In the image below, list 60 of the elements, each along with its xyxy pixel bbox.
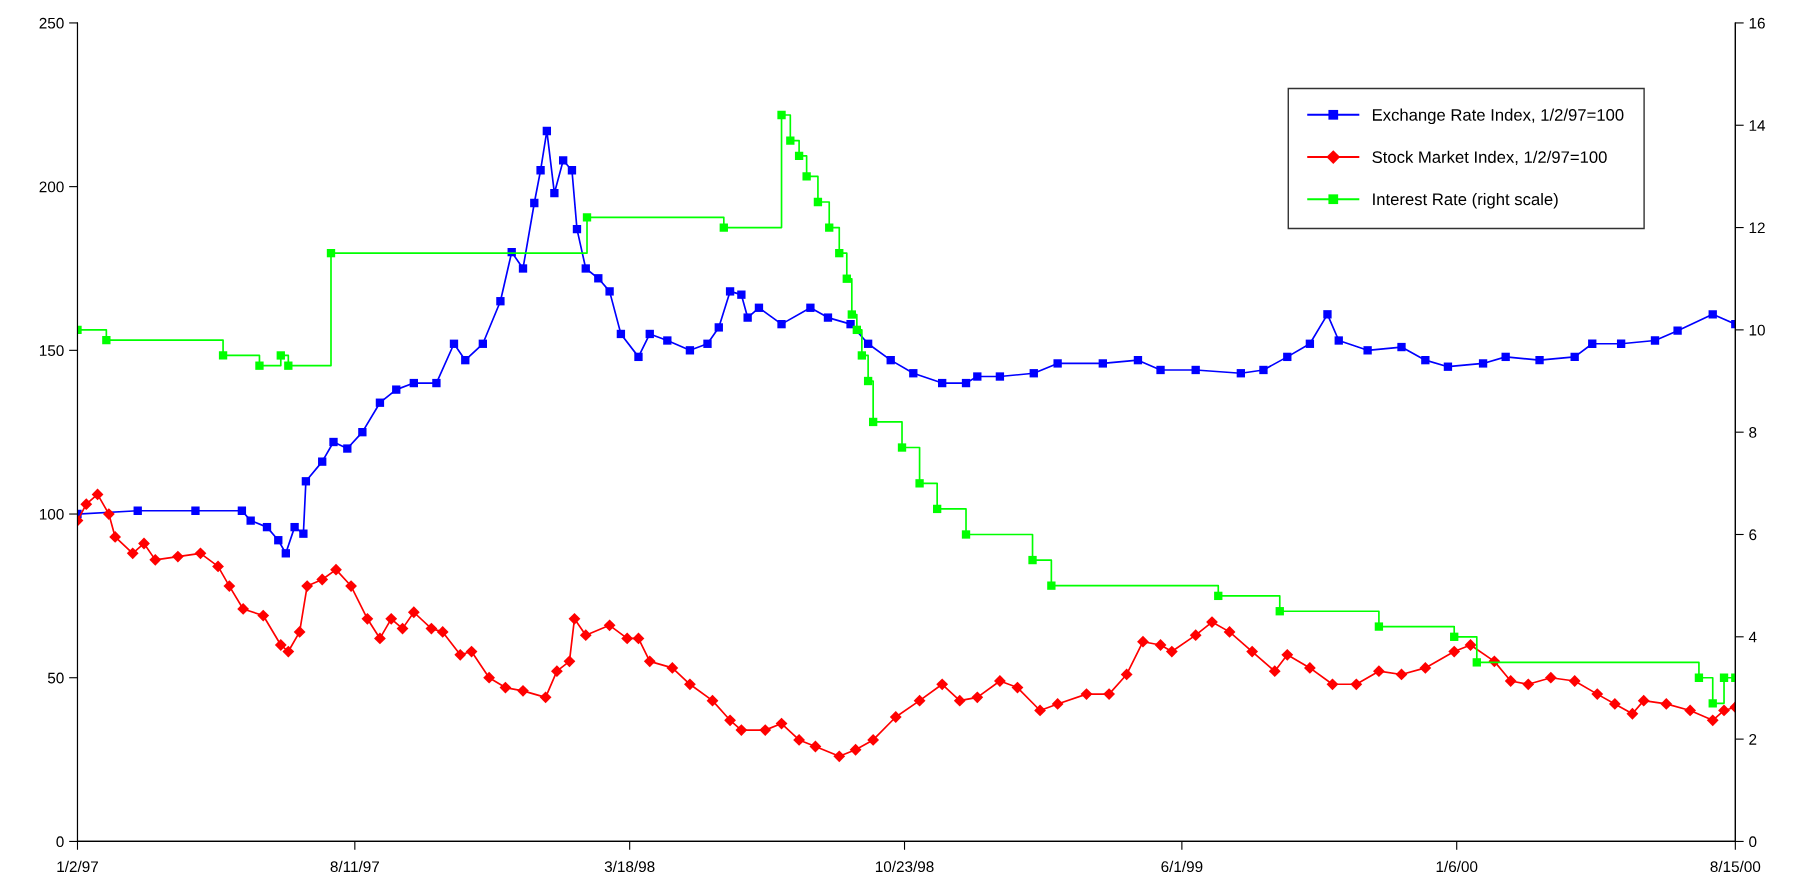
point [857,351,867,360]
point [842,274,851,283]
y2-tick-label: 8 [1749,427,1757,438]
point [1708,699,1717,708]
y2-tick-label: 6 [1749,529,1757,541]
point [835,248,844,258]
point [255,361,264,370]
point [961,530,971,539]
point [1374,622,1384,631]
x-tick-label: 3/18/98 [604,860,655,873]
y2-tick-label: 14 [1749,120,1766,131]
point [802,172,811,181]
point [1694,673,1704,682]
point [1047,581,1056,590]
point [897,443,907,452]
point [102,335,111,345]
legend-label: Stock Market Index, 1/2/97=100 [1372,150,1607,165]
y2-tick-label: 2 [1749,733,1757,745]
point [1028,555,1037,565]
x-tick-label: 10/23/98 [875,860,934,873]
point [794,151,804,161]
point [1719,673,1729,682]
point [1275,607,1284,616]
point [1472,658,1481,667]
point [719,223,728,232]
y2-tick-label: 10 [1749,324,1765,336]
point [284,361,293,370]
point [868,417,878,427]
x-tick-label: 1/6/00 [1436,860,1478,873]
point [1450,632,1459,641]
point [1214,591,1223,601]
point [852,325,861,335]
point [777,110,786,120]
x-tick-label: 8/15/00 [1710,860,1761,873]
point [932,504,942,514]
y-tick-label: 200 [39,181,64,193]
y-tick-label: 0 [56,836,64,848]
point [813,197,823,207]
x-tick-label: 8/11/97 [330,860,379,873]
y2-tick-label: 0 [1749,836,1757,848]
point [825,223,834,232]
y2-tick-label: 4 [1748,631,1757,643]
y-tick-label: 50 [47,672,64,684]
y-tick-label: 150 [39,345,64,357]
x-tick-label: 1/2/97 [57,860,98,873]
point [847,310,856,319]
legend-label: Exchange Rate Index, 1/2/97=100 [1372,108,1624,125]
legend-label: Interest Rate (right scale) [1373,192,1558,209]
y2-tick-label: 12 [1749,222,1765,234]
point [218,351,228,360]
point [786,136,795,145]
y-tick-label: 100 [39,508,64,520]
point [915,479,924,488]
point [863,376,873,386]
y-tick-label: 250 [39,17,64,29]
point [326,248,336,258]
y2-tick-label: 16 [1749,17,1765,29]
point [276,351,285,360]
point [582,213,592,222]
x-tick-label: 6/1/99 [1161,860,1203,873]
